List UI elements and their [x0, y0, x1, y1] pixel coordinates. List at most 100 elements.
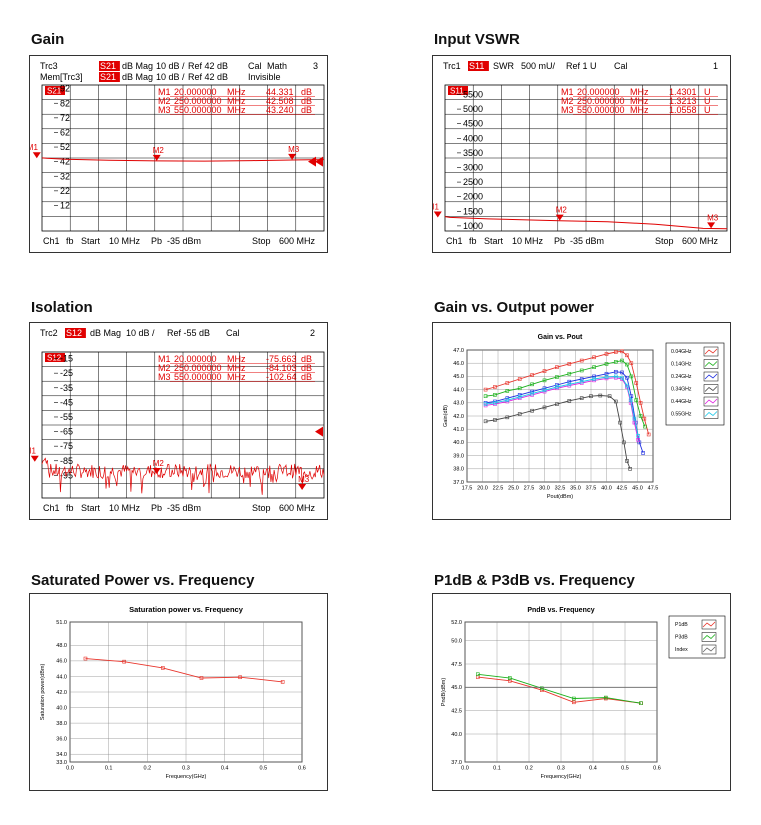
trace-tag-bg: [45, 353, 65, 362]
data-point: [161, 666, 165, 670]
isolation-chart-frame: Trc2 S12 dB Mag 10 dB / Ref -55 dB Cal 2 S12 -15…: [29, 322, 328, 520]
x-tick-label: 0.6: [653, 766, 661, 772]
footer-text: Start: [484, 236, 504, 246]
gain-vs-pout-panel-title: Gain vs. Output power: [434, 299, 595, 316]
trace-tag: S12: [47, 354, 62, 363]
marker-triangle: [30, 455, 39, 462]
marker-value-unit: dB: [301, 354, 312, 364]
data-point: [567, 379, 572, 384]
y-tick-label: 42.5: [451, 709, 462, 715]
legend-label: P1dB: [675, 622, 688, 628]
header-text: Trc2: [40, 328, 58, 338]
data-point: [199, 676, 204, 680]
marker-label: M1: [30, 447, 36, 456]
y-tick-label: 41.0: [453, 427, 464, 433]
header-tag: S21: [100, 72, 116, 82]
data-point: [639, 701, 643, 705]
footer-text: Start: [81, 236, 101, 246]
marker-label: M3: [707, 213, 719, 222]
data-point: [592, 374, 596, 379]
footer-text: fb: [469, 236, 477, 246]
data-point: [636, 437, 640, 442]
marker-freq: 20.000000: [174, 87, 217, 97]
gain-vs-pout-chart-frame: Gain vs. Pout 17.5 20.0 22.5 25.0 27.5 30.0 32.…: [432, 322, 731, 520]
y-tick-label: 43.0: [453, 401, 464, 407]
marker-triangle: [152, 154, 161, 161]
series-line: [485, 395, 631, 469]
header-text: Math: [267, 61, 287, 71]
data-point: [517, 412, 522, 416]
marker-value-unit: dB: [301, 96, 312, 106]
y-tick-label: 38.0: [453, 467, 464, 473]
vswr-panel-title: Input VSWR: [434, 31, 520, 48]
data-point: [607, 394, 612, 398]
y-tick-label: 48.0: [56, 643, 67, 649]
marker-name: M3: [158, 372, 171, 382]
y-tick-label: 37.0: [453, 480, 464, 486]
footer-text: 600 MHz: [279, 236, 316, 246]
marker-label: M2: [556, 206, 568, 215]
marker-freq: 550.000000: [174, 372, 222, 382]
data-point: [567, 362, 572, 366]
y-tick-label: 1500: [463, 206, 483, 216]
marker-triangle: [32, 152, 41, 159]
x-tick-label: 0.1: [493, 766, 501, 772]
marker-freq-unit: MHz: [630, 105, 649, 115]
data-point: [620, 358, 624, 363]
x-tick-label: 0.3: [182, 766, 190, 772]
footer-text: Start: [81, 503, 101, 513]
marker-label: M3: [288, 145, 300, 154]
y-tick-label: 42.0: [453, 414, 464, 420]
marker-name: M2: [561, 96, 574, 106]
marker-triangle: [433, 211, 442, 218]
y-tick-label: 44.0: [453, 387, 464, 393]
sat-power-chart-frame: Saturation power vs. Frequency 0.0 0.1 0.2 0…: [29, 593, 328, 791]
y-axis-label: PndB(dBm): [441, 678, 447, 707]
header-text: 2: [310, 328, 315, 338]
marker-freq: 20.000000: [174, 354, 217, 364]
marker-label: M2: [153, 459, 165, 468]
legend-label: 0.24GHz: [671, 374, 692, 380]
header-text: Cal: [614, 61, 628, 71]
marker-freq-unit: MHz: [630, 87, 649, 97]
y-tick-label: -25: [60, 368, 73, 378]
data-point: [620, 370, 624, 375]
y-tick-label: 82: [60, 98, 70, 108]
data-point: [493, 393, 497, 397]
trace-tag: S11: [450, 87, 464, 96]
data-point: [614, 360, 618, 364]
data-point: [614, 399, 618, 404]
footer-text: Pb: [151, 236, 162, 246]
x-tick-label: 37.5: [586, 486, 597, 492]
data-point: [505, 381, 510, 385]
data-point: [632, 420, 637, 425]
data-point: [628, 398, 633, 402]
gain-panel-title: Gain: [31, 31, 65, 48]
marker-name: M2: [158, 363, 171, 373]
data-point: [629, 361, 634, 366]
y-tick-label: 51.0: [56, 620, 67, 626]
marker-value: -75.663: [266, 354, 297, 364]
legend-swatch-line: [704, 348, 718, 355]
x-tick-label: 45.0: [632, 486, 643, 492]
header-tag: S12: [66, 328, 82, 338]
data-point: [493, 401, 497, 405]
data-point: [604, 362, 609, 366]
data-point: [530, 373, 534, 377]
footer-text: fb: [66, 236, 74, 246]
data-point: [579, 379, 584, 384]
data-point: [567, 371, 572, 376]
footer-text: Stop: [252, 503, 271, 513]
y-tick-label: 34.0: [56, 752, 67, 758]
footer-text: Stop: [655, 236, 674, 246]
data-point: [475, 672, 480, 677]
header-text: Mem[Trc3]: [40, 72, 83, 82]
x-tick-label: 22.5: [493, 486, 504, 492]
data-point: [620, 375, 624, 380]
marker-value-unit: dB: [301, 87, 312, 97]
y-tick-label: 38.0: [56, 721, 67, 727]
footer-text: -35 dBm: [167, 236, 201, 246]
data-point: [579, 377, 584, 381]
data-point: [508, 676, 512, 680]
